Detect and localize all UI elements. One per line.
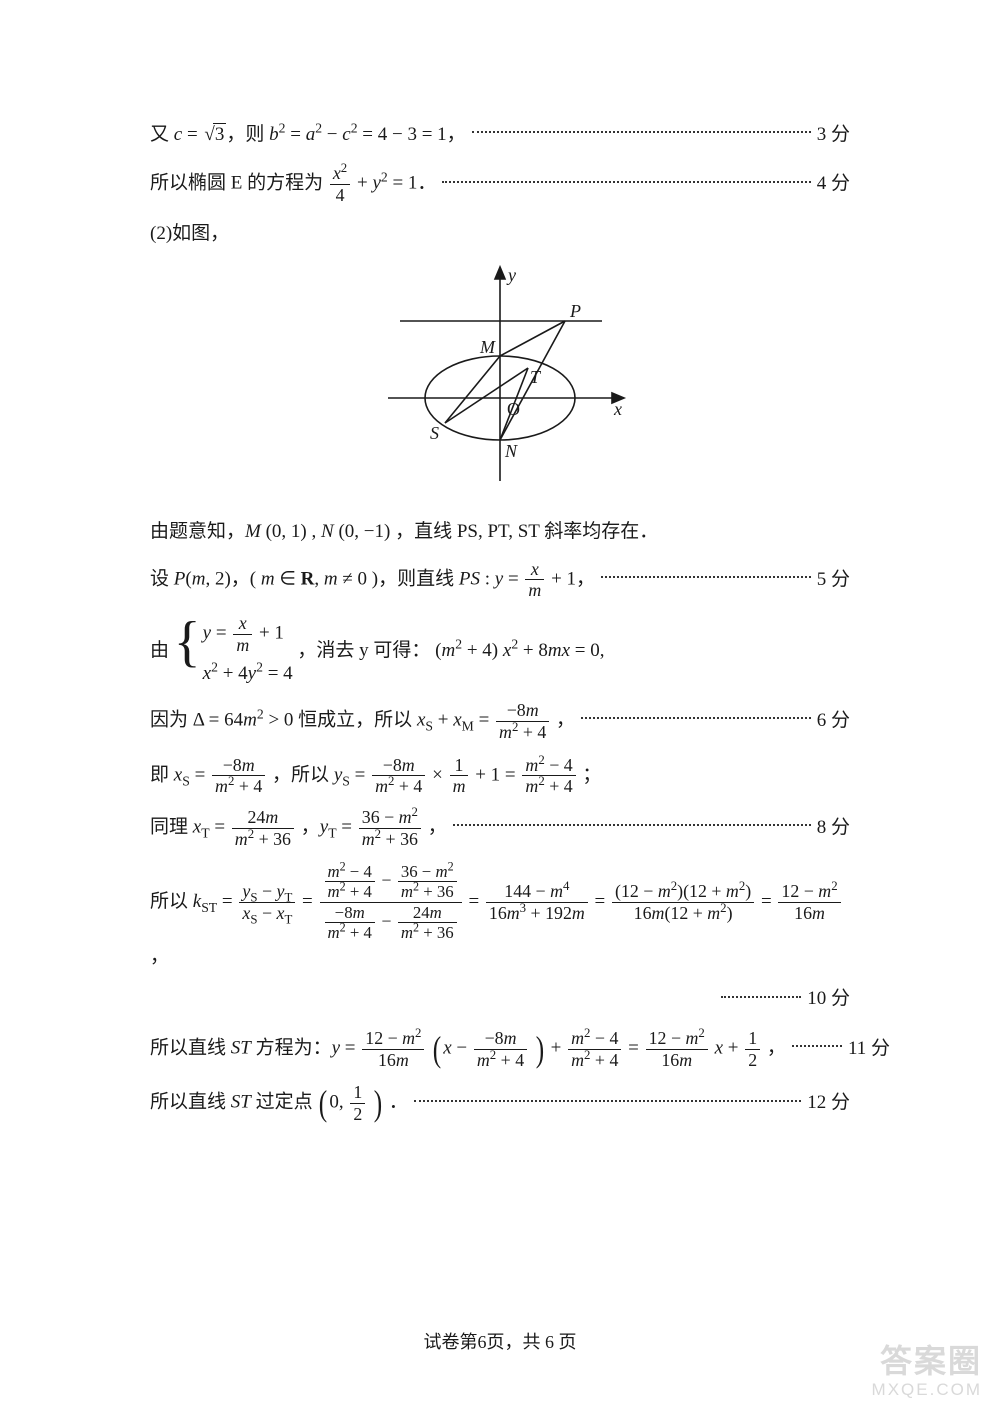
score-6: 6 分 [817,706,850,736]
xt-yt: 同理 xT = 24mm2 + 36 ，yT = 36 − m2m2 + 36 … [150,808,447,849]
point-S: S [430,423,439,443]
leader-dots [792,1045,842,1047]
watermark: 答案圈 MXQE.COM [872,1336,982,1400]
score-10: 10 分 [807,984,850,1014]
page-footer: 试卷第6页，共 6 页 [0,1328,1000,1354]
system-eliminate: 由 { y = xm + 1 x2 + 4y2 = 4 ，消去 y 可得： (m… [150,614,850,689]
score-3: 3 分 [817,120,850,150]
set-P: 设 P(m, 2)，( m ∈ R, m ≠ 0 )，则直线 PS : y = … [150,560,595,601]
k-st: 所以 kST = yS − yT xS − xT = m2 − 4m2 + 4 … [150,863,850,973]
score-12: 12 分 [807,1088,850,1118]
score-11: 11 分 [848,1034,890,1064]
leader-dots [453,824,811,826]
leader-dots [442,181,810,183]
score-5: 5 分 [817,565,850,595]
leader-dots [721,996,801,998]
origin-label: O [507,399,520,419]
leader-dots [601,576,811,578]
step-c-value: 又 c = 3，则 b2 = a2 − c2 = 4 − 3 = 1， [150,120,466,150]
leader-dots [472,131,811,133]
leader-dots [581,717,811,719]
score-4: 4 分 [817,169,850,199]
line-st-equation: 所以直线 ST 方程为：y = 12 − m216m (x − −8mm2 + … [150,1029,786,1070]
ellipse-equation: 所以椭圆 E 的方程为 x24 + y2 = 1． [150,164,436,205]
delta-positive: 因为 Δ = 64m2 > 0 恒成立，所以 xS + xM = −8mm2 +… [150,701,575,742]
part-2-heading: (2)如图， [150,219,850,249]
xs-ys: 即 xS = −8mm2 + 4 ，所以 yS = −8mm2 + 4 × 1m… [150,756,850,797]
fixed-point: 所以直线 ST 过定点 (0, 12 ) ． [150,1083,408,1124]
point-P: P [569,301,581,321]
point-M: M [479,337,496,357]
point-T: T [530,367,542,387]
point-N: N [504,441,518,461]
score-8: 8 分 [817,813,850,843]
axis-y-label: y [506,265,516,285]
axis-x-label: x [613,399,622,419]
ellipse-figure: y x O P M N S T [150,263,850,499]
given-points: 由题意知，M (0, 1) , N (0, −1) ，直线 PS, PT, ST… [150,517,850,547]
leader-dots [414,1100,801,1102]
